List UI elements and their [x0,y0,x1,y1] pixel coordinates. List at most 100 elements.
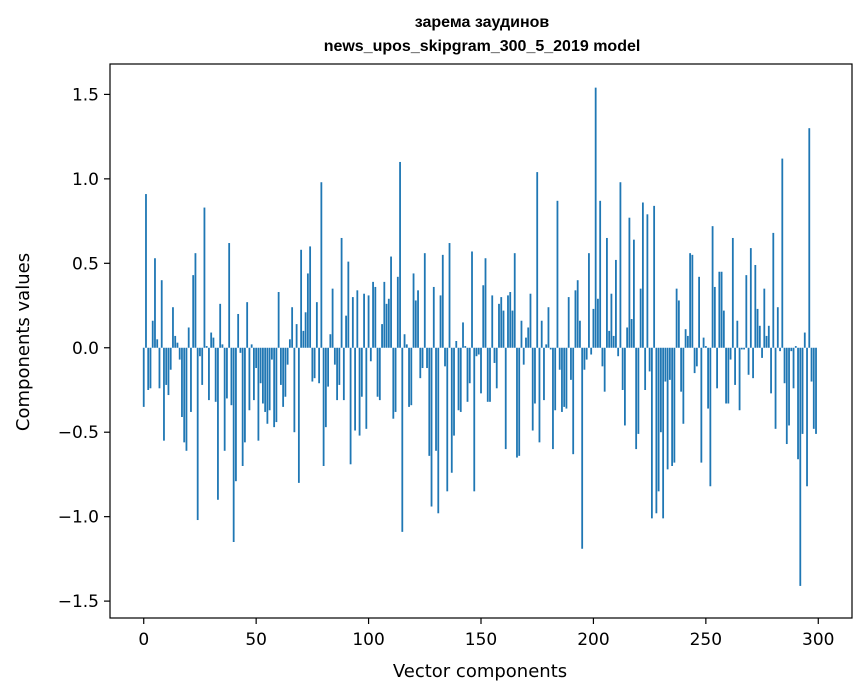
bar [637,347,640,434]
bar [369,347,372,362]
bar [579,320,581,348]
bar [428,347,431,456]
bar [376,347,379,397]
bar [239,347,242,353]
bar [590,347,593,355]
bar [536,172,539,348]
bar [570,347,572,380]
bar [615,259,617,348]
bar [491,295,494,348]
bar [210,332,213,348]
bar [675,288,678,348]
bar [612,335,615,348]
bar [648,347,651,372]
bar [770,347,772,394]
bar [713,286,716,348]
bar [356,290,359,348]
bar [700,347,703,463]
bar [165,347,168,385]
bar [520,320,523,348]
bar [342,347,345,401]
bar [549,347,552,350]
y-axis-label: Components values [13,253,34,431]
bar [405,344,408,348]
bar [646,214,649,348]
bar [747,347,750,375]
bar [630,319,633,348]
bar [241,347,244,466]
bar [583,347,586,370]
bar [250,344,253,348]
bar [313,347,316,379]
bar [498,303,500,348]
bar [297,347,300,483]
bar [767,325,770,348]
bar [217,347,219,500]
bar [181,347,183,418]
bar [302,330,305,348]
bar [574,290,577,348]
bar [565,347,568,409]
bar [781,158,784,348]
bar [408,347,410,407]
bar [722,310,725,348]
bar [534,347,536,404]
bar [214,347,217,402]
y-tick-label: −1.5 [58,592,99,612]
bar [567,297,570,348]
bar [507,295,509,348]
bar [192,275,195,348]
bar [727,347,730,404]
bar [403,334,406,348]
chart-title-line-2: news_upos_skipgram_300_5_2019 model [324,38,641,55]
bar [255,347,258,369]
bar [711,226,714,348]
bar [545,344,548,348]
bar [374,286,377,348]
bar [423,253,426,348]
bar [493,347,496,363]
bar [401,347,404,532]
bar [396,276,399,348]
bar [412,273,415,348]
x-axis-ticks: 0 50 100 150 200 250 300 [138,618,834,650]
bar [635,347,638,450]
bar [588,253,590,348]
bar [734,347,736,385]
bar [385,303,388,348]
bar [668,347,671,380]
bar [430,347,433,507]
bar [262,347,264,404]
x-axis-label: Vector components [393,661,567,682]
bar [477,347,480,355]
bar [169,347,172,370]
bar [558,347,561,370]
bar [147,347,150,390]
bar [606,237,608,348]
bar [450,347,453,473]
x-tick-label: 200 [577,630,609,650]
bar [626,327,629,348]
bar [608,330,611,348]
bar [228,243,231,348]
bar [264,347,267,412]
bar [556,200,559,348]
bar [208,347,210,401]
bar [468,347,471,384]
bar [745,275,748,348]
bar [662,347,665,519]
bar [244,347,246,443]
bar [599,200,602,348]
bar [273,347,276,428]
bar [797,347,799,460]
bar [489,347,491,402]
bar [248,347,251,411]
bar [399,161,401,348]
bar [790,347,793,352]
bar [259,347,262,384]
bar [331,288,334,348]
bar [806,347,808,487]
bar [275,347,278,423]
